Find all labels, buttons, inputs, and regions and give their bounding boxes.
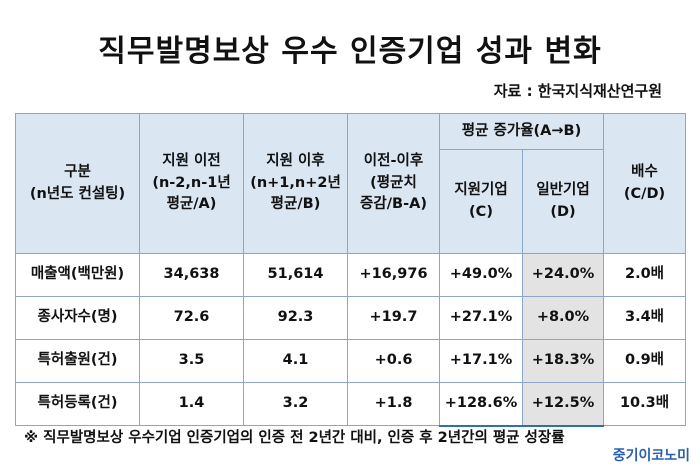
- cell-supported: +128.6%: [439, 382, 523, 427]
- cell-supported: +49.0%: [439, 253, 523, 297]
- header-after: 지원 이후 (n+1,n+2년 평균/B): [243, 113, 348, 254]
- header-diff: 이전-이후 (평균치 증감/B-A): [347, 113, 440, 254]
- row-label: 매출액(백만원): [15, 253, 140, 297]
- cell-diff: +1.8: [347, 382, 440, 426]
- cell-before: 1.4: [139, 382, 244, 426]
- cell-before: 3.5: [139, 339, 244, 383]
- header-supported: 지원기업 (C): [439, 149, 523, 254]
- cell-ratio: 10.3배: [603, 382, 686, 426]
- cell-after: 3.2: [243, 382, 348, 426]
- row-label: 특허등록(건): [15, 382, 140, 426]
- page-title: 직무발명보상 우수 인증기업 성과 변화: [98, 34, 602, 69]
- header-before: 지원 이전 (n-2,n-1년 평균/A): [139, 113, 244, 254]
- cell-before: 72.6: [139, 296, 244, 340]
- header-general: 일반기업 (D): [522, 149, 604, 254]
- cell-diff: +19.7: [347, 296, 440, 340]
- row-label: 특허출원(건): [15, 339, 140, 383]
- cell-general: +12.5%: [522, 382, 604, 427]
- table-row: 특허출원(건) 3.5 4.1 +0.6 +17.1% +18.3% 0.9배: [15, 339, 686, 383]
- header-ratio: 배수 (C/D): [603, 113, 686, 254]
- table-row: 매출액(백만원) 34,638 51,614 +16,976 +49.0% +2…: [15, 253, 686, 297]
- cell-diff: +16,976: [347, 253, 440, 297]
- header-category: 구분 (n년도 컨설팅): [15, 113, 140, 254]
- cell-general: +24.0%: [522, 253, 604, 297]
- publisher-logo: 중기이코노미: [612, 448, 690, 464]
- cell-ratio: 3.4배: [603, 296, 686, 340]
- cell-after: 51,614: [243, 253, 348, 297]
- cell-supported: +17.1%: [439, 339, 523, 383]
- cell-before: 34,638: [139, 253, 244, 297]
- cell-ratio: 2.0배: [603, 253, 686, 297]
- performance-table: 구분 (n년도 컨설팅) 지원 이전 (n-2,n-1년 평균/A) 지원 이후…: [15, 113, 686, 427]
- cell-general: +8.0%: [522, 296, 604, 340]
- row-label: 종사자수(명): [15, 296, 140, 340]
- source-note: 자료 : 한국지식재산연구원: [493, 82, 662, 100]
- table-row: 종사자수(명) 72.6 92.3 +19.7 +27.1% +8.0% 3.4…: [15, 296, 686, 340]
- cell-ratio: 0.9배: [603, 339, 686, 383]
- cell-after: 92.3: [243, 296, 348, 340]
- cell-diff: +0.6: [347, 339, 440, 383]
- table-row: 특허등록(건) 1.4 3.2 +1.8 +128.6% +12.5% 10.3…: [15, 382, 686, 427]
- cell-supported: +27.1%: [439, 296, 523, 340]
- cell-after: 4.1: [243, 339, 348, 383]
- header-growth-group: 평균 증가율(A→B): [439, 113, 604, 150]
- footnote: ※ 직무발명보상 우수기업 인증기업의 인증 전 2년간 대비, 인증 후 2년…: [24, 430, 565, 446]
- cell-general: +18.3%: [522, 339, 604, 383]
